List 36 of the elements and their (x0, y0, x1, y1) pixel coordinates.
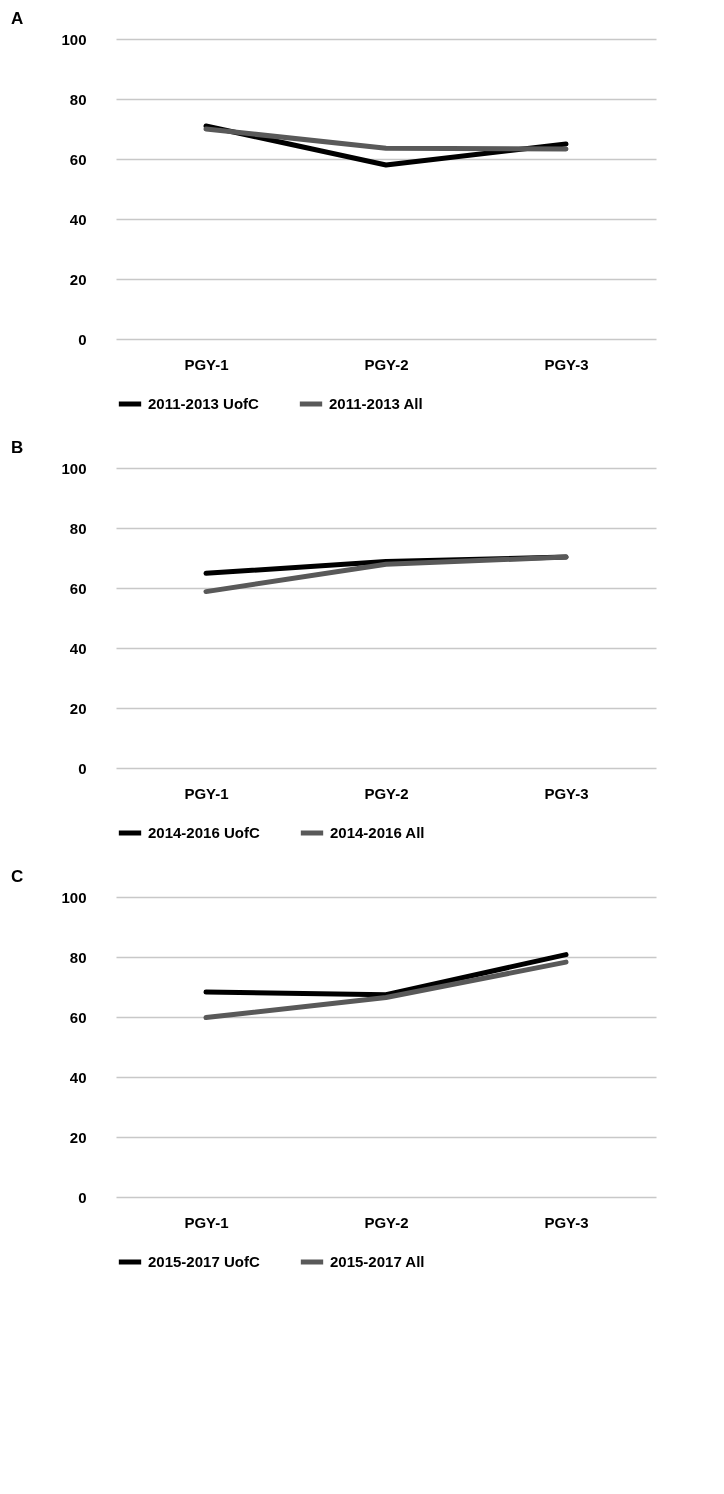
y-tick-label: 20 (69, 1128, 87, 1146)
legend-label: 2015-2017 UofC (148, 1253, 260, 1270)
x-tick-label: PGY-1 (184, 1213, 229, 1231)
y-tick-label: 80 (69, 948, 87, 966)
x-tick-label: PGY-2 (364, 355, 409, 373)
y-tick-label: 80 (69, 519, 87, 537)
y-tick-label: 40 (69, 639, 87, 657)
legend-label: 2014-2016 UofC (148, 824, 260, 841)
y-tick-label: 0 (78, 330, 87, 348)
y-tick-label: 40 (69, 210, 87, 228)
x-tick-label: PGY-3 (544, 1213, 589, 1231)
x-tick-label: PGY-2 (364, 1213, 409, 1231)
y-tick-label: 40 (69, 1068, 87, 1086)
x-tick-label: PGY-1 (184, 784, 229, 802)
chart-title: B (10, 438, 24, 457)
legend-label: 2011-2013 All (329, 395, 423, 412)
y-tick-label: 60 (69, 579, 87, 597)
y-tick-label: 100 (61, 459, 87, 477)
y-tick-label: 100 (61, 888, 87, 906)
x-tick-label: PGY-1 (184, 355, 229, 373)
legend-label: 2015-2017 All (330, 1253, 425, 1270)
chart-title: A (10, 9, 24, 28)
x-tick-label: PGY-3 (544, 355, 589, 373)
legend-label: 2014-2016 All (330, 824, 425, 841)
y-tick-label: 80 (69, 90, 87, 108)
y-tick-label: 60 (69, 1008, 87, 1026)
chart-title: C (10, 867, 24, 886)
x-tick-label: PGY-3 (544, 784, 589, 802)
x-tick-label: PGY-2 (364, 784, 409, 802)
y-tick-label: 0 (78, 759, 87, 777)
y-tick-label: 20 (69, 270, 87, 288)
y-tick-label: 60 (69, 150, 87, 168)
y-tick-label: 0 (78, 1188, 87, 1206)
y-tick-label: 20 (69, 699, 87, 717)
y-tick-label: 100 (61, 30, 87, 48)
legend-label: 2011-2013 UofC (148, 395, 260, 412)
